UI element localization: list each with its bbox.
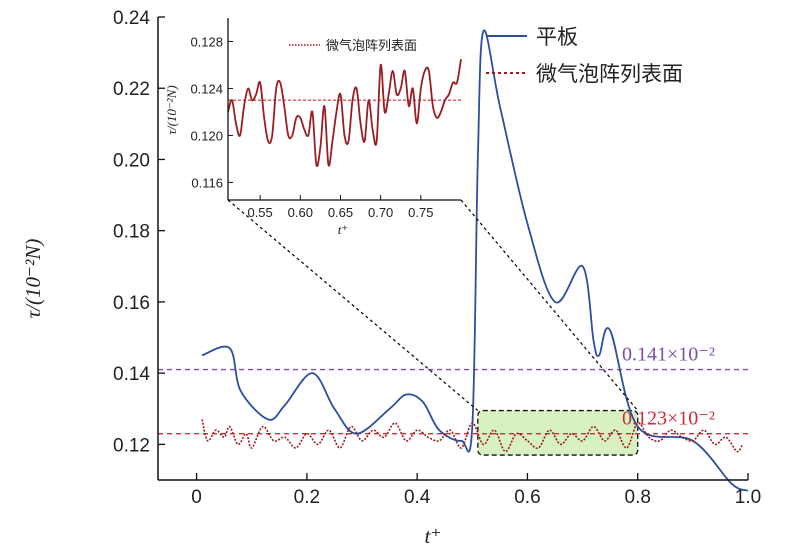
- y-tick-label: 0.12: [113, 435, 150, 456]
- zoom-highlight-box: [477, 409, 639, 456]
- inset-y-tick-label: 0.128: [190, 34, 223, 49]
- x-tick-label: 0.6: [514, 487, 540, 508]
- x-tick-label: 0.8: [625, 487, 651, 508]
- y-tick-label: 0.20: [113, 150, 150, 171]
- zoom-connector-right: [460, 199, 639, 411]
- inset-legend-label: 微气泡阵列表面: [326, 38, 417, 54]
- y-tick-label: 0.24: [113, 8, 150, 29]
- legend: 平板 微气泡阵列表面: [486, 25, 683, 86]
- inset-x-tick-label: 0.75: [408, 205, 433, 220]
- main-series-group: [201, 29, 749, 492]
- y-tick-label: 0.16: [113, 293, 150, 314]
- y-tick-label: 0.18: [113, 222, 150, 243]
- inset-y-tick-label: 0.116: [191, 175, 223, 190]
- y-axis-label: τ/(10⁻²N): [21, 239, 45, 319]
- inset-x-tick-label: 0.65: [328, 205, 353, 220]
- zoom-connectors: [227, 199, 639, 412]
- inset-y-tick-label: 0.120: [190, 128, 223, 143]
- x-axis-label: t⁺: [425, 524, 442, 548]
- series-line-0: [201, 29, 749, 492]
- reference-line-label-1: 0.123×10⁻²: [622, 408, 715, 430]
- y-tick-label: 0.14: [113, 364, 150, 385]
- inset-x-tick-label: 0.55: [247, 205, 272, 220]
- inset-series-line: [227, 58, 462, 168]
- inset-x-tick-label: 0.70: [368, 205, 393, 220]
- x-tick-label: 0.4: [404, 487, 431, 508]
- inset-y-axis-label: τ/(10⁻²N): [164, 85, 179, 134]
- main-axes: 0 0.2 0.4 0.6 0.8 1.0 0.12 0.14 0.16 0.18 0.20 0.2…: [113, 8, 761, 508]
- inset-background: [228, 18, 461, 200]
- inset-x-ticks: 0.55 0.60 0.65 0.70 0.75: [247, 195, 433, 220]
- legend-label-microbubble: 微气泡阵列表面: [536, 62, 683, 86]
- series-line-1: [201, 419, 744, 453]
- x-tick-label: 1.0: [735, 487, 761, 508]
- inset-y-ticks: 0.116 0.120 0.124 0.128: [190, 34, 233, 190]
- zoom-connector-left: [227, 199, 479, 412]
- x-ticks: 0 0.2 0.4 0.6 0.8 1.0: [191, 473, 761, 508]
- inset-chart: 0.55 0.60 0.65 0.70 0.75 0.116 0.120 0.124 0.12…: [164, 18, 462, 237]
- reference-lines: 0.141×10⁻² 0.123×10⁻²: [158, 344, 748, 435]
- x-tick-label: 0.2: [294, 487, 320, 508]
- legend-label-flat-plate: 平板: [536, 25, 578, 49]
- x-tick-label: 0: [191, 487, 202, 508]
- inset-x-axis-label: t⁺: [338, 222, 348, 237]
- y-ticks: 0.12 0.14 0.16 0.18 0.20 0.22 0.24: [113, 8, 165, 456]
- inset-x-tick-label: 0.60: [288, 205, 313, 220]
- y-tick-label: 0.22: [113, 79, 150, 100]
- inset-y-tick-label: 0.124: [190, 81, 223, 96]
- reference-line-label-0: 0.141×10⁻²: [622, 344, 715, 366]
